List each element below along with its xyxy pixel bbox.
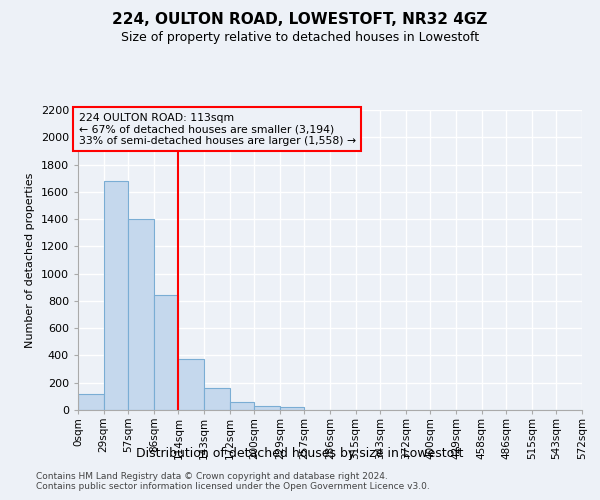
Bar [78, 394, 104, 410]
Bar [204, 388, 230, 410]
Bar [154, 296, 178, 410]
Text: Distribution of detached houses by size in Lowestoft: Distribution of detached houses by size … [136, 448, 464, 460]
Bar [280, 406, 304, 410]
Bar [254, 406, 280, 410]
Text: Contains HM Land Registry data © Crown copyright and database right 2024.: Contains HM Land Registry data © Crown c… [36, 472, 388, 481]
Y-axis label: Number of detached properties: Number of detached properties [25, 172, 35, 348]
Bar [178, 359, 204, 410]
Text: Size of property relative to detached houses in Lowestoft: Size of property relative to detached ho… [121, 31, 479, 44]
Text: 224, OULTON ROAD, LOWESTOFT, NR32 4GZ: 224, OULTON ROAD, LOWESTOFT, NR32 4GZ [112, 12, 488, 28]
Text: Contains public sector information licensed under the Open Government Licence v3: Contains public sector information licen… [36, 482, 430, 491]
Bar [128, 219, 154, 410]
Text: 224 OULTON ROAD: 113sqm
← 67% of detached houses are smaller (3,194)
33% of semi: 224 OULTON ROAD: 113sqm ← 67% of detache… [79, 112, 356, 146]
Bar [230, 402, 254, 410]
Bar [104, 181, 128, 410]
